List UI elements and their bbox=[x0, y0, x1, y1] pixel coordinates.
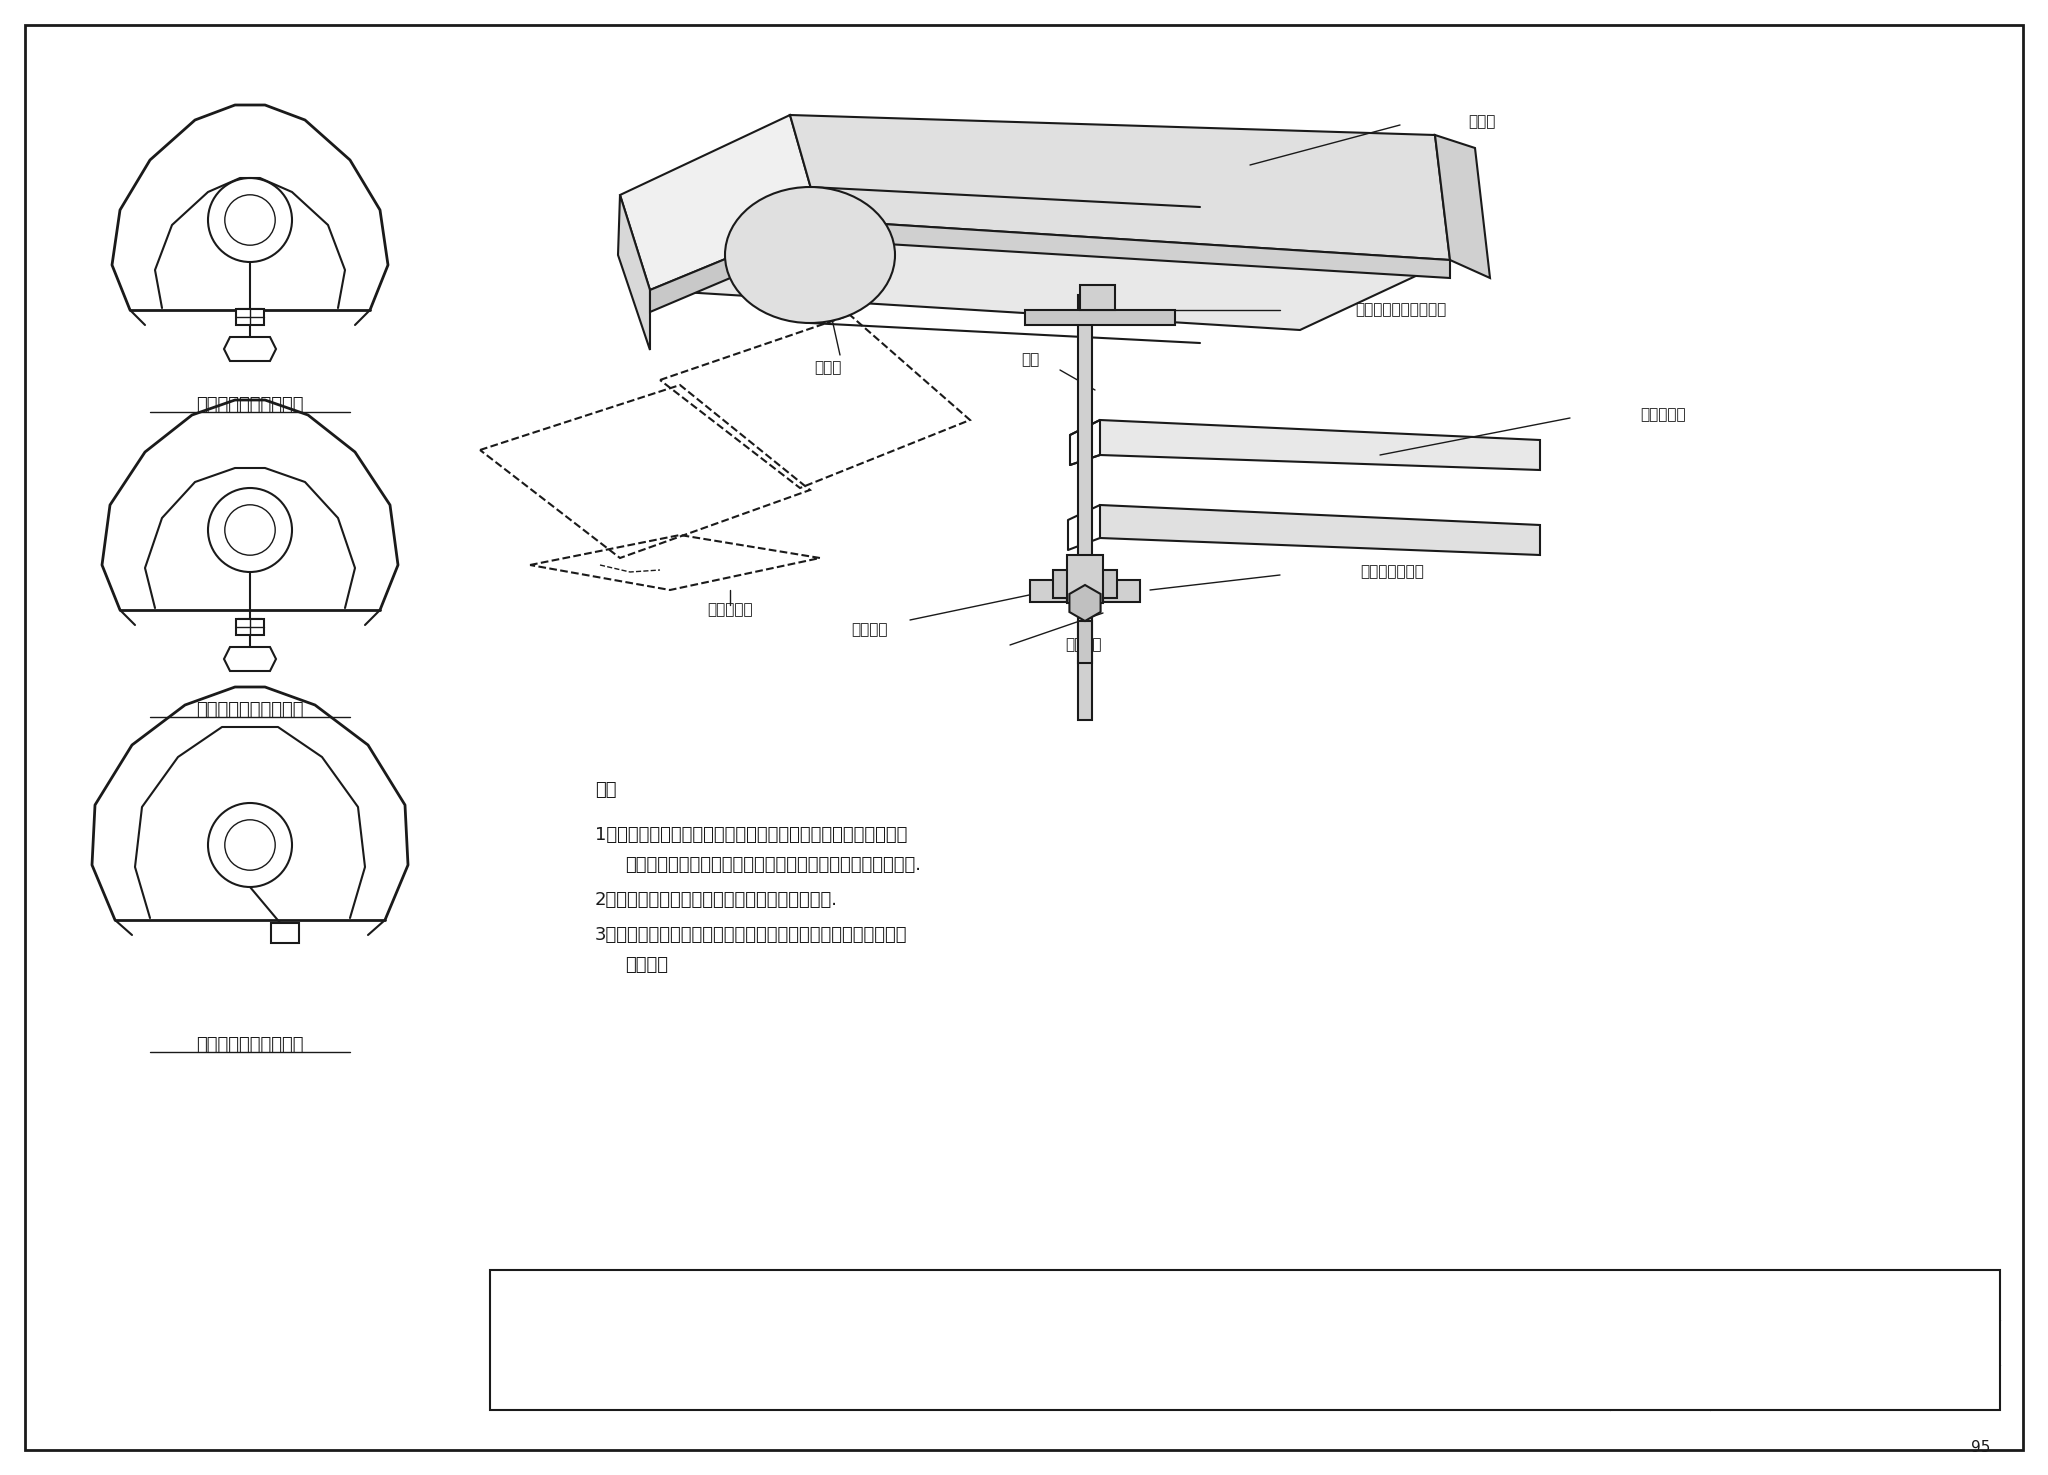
Polygon shape bbox=[1053, 569, 1116, 597]
Text: 1、通用防护罩是一种可调整位置的铝制反射板，对于不需要直接: 1、通用防护罩是一种可调整位置的铝制反射板，对于不需要直接 bbox=[596, 826, 907, 844]
Text: 通用防护罩（位置一）: 通用防护罩（位置一） bbox=[197, 395, 303, 414]
Polygon shape bbox=[1069, 586, 1100, 621]
Polygon shape bbox=[1077, 621, 1092, 662]
Polygon shape bbox=[236, 620, 264, 636]
Text: 通用防护罩（位置二）: 通用防护罩（位置二） bbox=[197, 701, 303, 718]
Polygon shape bbox=[791, 115, 1450, 260]
Text: 03K501-1: 03K501-1 bbox=[1759, 1356, 1839, 1375]
Text: 校对: 校对 bbox=[717, 1288, 733, 1302]
Text: 支柱: 支柱 bbox=[1022, 353, 1040, 367]
Bar bbox=[489, 1270, 2001, 1410]
Text: 设计: 设计 bbox=[942, 1288, 958, 1302]
Polygon shape bbox=[1100, 420, 1540, 471]
Text: 管道与反射板支架组件: 管道与反射板支架组件 bbox=[1356, 302, 1446, 317]
Text: 95: 95 bbox=[1970, 1441, 1991, 1456]
Text: 注：: 注： bbox=[596, 780, 616, 799]
Polygon shape bbox=[819, 220, 1450, 277]
Text: 反射板安装形式（三）: 反射板安装形式（三） bbox=[915, 1353, 1065, 1378]
Text: 戴海洋: 戴海洋 bbox=[1245, 1288, 1270, 1302]
Text: 六角螺母: 六角螺母 bbox=[1065, 637, 1102, 652]
Text: 的需要。: 的需要。 bbox=[625, 956, 668, 974]
Polygon shape bbox=[1030, 580, 1067, 602]
Text: 通用防护罩: 通用防护罩 bbox=[1640, 407, 1686, 422]
Polygon shape bbox=[1077, 295, 1092, 720]
Text: 页: 页 bbox=[1376, 1288, 1384, 1302]
Text: 胡卫卡: 胡卫卡 bbox=[608, 1288, 633, 1302]
Polygon shape bbox=[649, 220, 1450, 330]
Polygon shape bbox=[618, 195, 649, 350]
Polygon shape bbox=[1079, 285, 1114, 310]
Text: 辐射管: 辐射管 bbox=[815, 360, 842, 376]
Text: 2、每段通用防护罩的两端都应使用支撐组件固定.: 2、每段通用防护罩的两端都应使用支撐组件固定. bbox=[596, 891, 838, 909]
Text: 通用防护罩托架: 通用防护罩托架 bbox=[1360, 565, 1423, 580]
Polygon shape bbox=[270, 923, 299, 943]
Text: 支架组件: 支架组件 bbox=[852, 622, 889, 637]
Polygon shape bbox=[649, 220, 819, 313]
Text: 辐射供暖的区域，可通过调整其安装高度和角度满足使用要求.: 辐射供暖的区域，可通过调整其安装高度和角度满足使用要求. bbox=[625, 855, 922, 875]
Text: 白小步: 白小步 bbox=[823, 1288, 848, 1302]
Polygon shape bbox=[1024, 310, 1176, 324]
Polygon shape bbox=[223, 648, 276, 671]
Text: 4-17: 4-17 bbox=[1477, 1288, 1507, 1302]
Text: 图集号: 图集号 bbox=[1647, 1375, 1673, 1389]
Polygon shape bbox=[621, 115, 819, 291]
Polygon shape bbox=[223, 336, 276, 361]
Polygon shape bbox=[1104, 580, 1141, 602]
Text: 审核: 审核 bbox=[516, 1288, 532, 1302]
Text: 通用防护罩（位置三）: 通用防护罩（位置三） bbox=[197, 1035, 303, 1055]
Ellipse shape bbox=[725, 187, 895, 323]
Polygon shape bbox=[236, 308, 264, 324]
Text: 3、通用防护罩的托架应跨坐在支架装置的焊接螺母上以满足膨缩: 3、通用防护罩的托架应跨坐在支架装置的焊接螺母上以满足膨缩 bbox=[596, 926, 907, 944]
Polygon shape bbox=[1436, 136, 1491, 277]
Text: 反射板: 反射板 bbox=[1468, 115, 1495, 130]
Text: 戟海洋: 戟海洋 bbox=[1090, 1288, 1114, 1302]
Polygon shape bbox=[1100, 504, 1540, 555]
Text: 通用防护罩: 通用防护罩 bbox=[707, 602, 754, 618]
Polygon shape bbox=[1067, 555, 1104, 603]
